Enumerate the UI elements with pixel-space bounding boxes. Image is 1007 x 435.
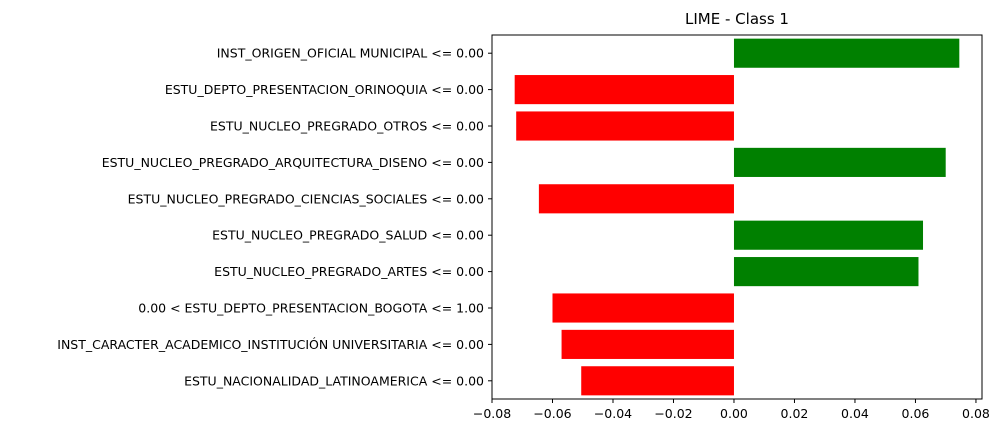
y-tick-label: ESTU_NUCLEO_PREGRADO_ARTES <= 0.00 [214,264,484,279]
plot-frame [491,34,983,400]
y-tick-label: ESTU_DEPTO_PRESENTACION_ORINOQUIA <= 0.0… [165,82,484,97]
y-tick-label: 0.00 < ESTU_DEPTO_PRESENTACION_BOGOTA <=… [138,301,484,316]
y-tick-label: INST_ORIGEN_OFICIAL MUNICIPAL <= 0.00 [217,46,484,61]
y-tick-label: ESTU_NUCLEO_PREGRADO_SALUD <= 0.00 [212,228,484,243]
y-tick-label: ESTU_NUCLEO_PREGRADO_CIENCIAS_SOCIALES <… [128,191,484,206]
bar [514,75,734,105]
x-tick-label: −0.04 [594,406,632,421]
x-tick-label: 0.08 [962,406,990,421]
x-tick-label: −0.06 [533,406,571,421]
bar [733,147,946,177]
chart-title: LIME - Class 1 [685,10,789,28]
x-tick-label: −0.08 [473,406,511,421]
x-tick-label: 0.00 [720,406,748,421]
x-tick-label: −0.02 [654,406,692,421]
y-tick-label: ESTU_NACIONALIDAD_LATINOAMERICA <= 0.00 [184,373,484,388]
bar [561,329,734,359]
bar [733,257,919,287]
x-tick-label: 0.04 [841,406,869,421]
bar [538,184,734,214]
bar [516,111,734,141]
x-tick-label: 0.02 [781,406,809,421]
y-tick-labels: INST_ORIGEN_OFICIAL MUNICIPAL <= 0.00 EST… [57,46,492,388]
bar [733,220,924,250]
y-tick-label: ESTU_NUCLEO_PREGRADO_OTROS <= 0.00 [210,119,484,134]
x-tick-label: 0.06 [902,406,930,421]
x-ticks-group: −0.08 −0.06 −0.04 −0.02 0.00 0.02 0.04 0.06 0.08 [473,399,990,421]
bar [581,366,734,396]
bars-group [514,38,960,396]
y-tick-label: ESTU_NUCLEO_PREGRADO_ARQUITECTURA_DISENO… [102,155,484,170]
bar [733,38,960,68]
y-tick-label: INST_CARACTER_ACADEMICO_INSTITUCIÓN UNIV… [57,337,484,352]
bar [552,293,734,323]
